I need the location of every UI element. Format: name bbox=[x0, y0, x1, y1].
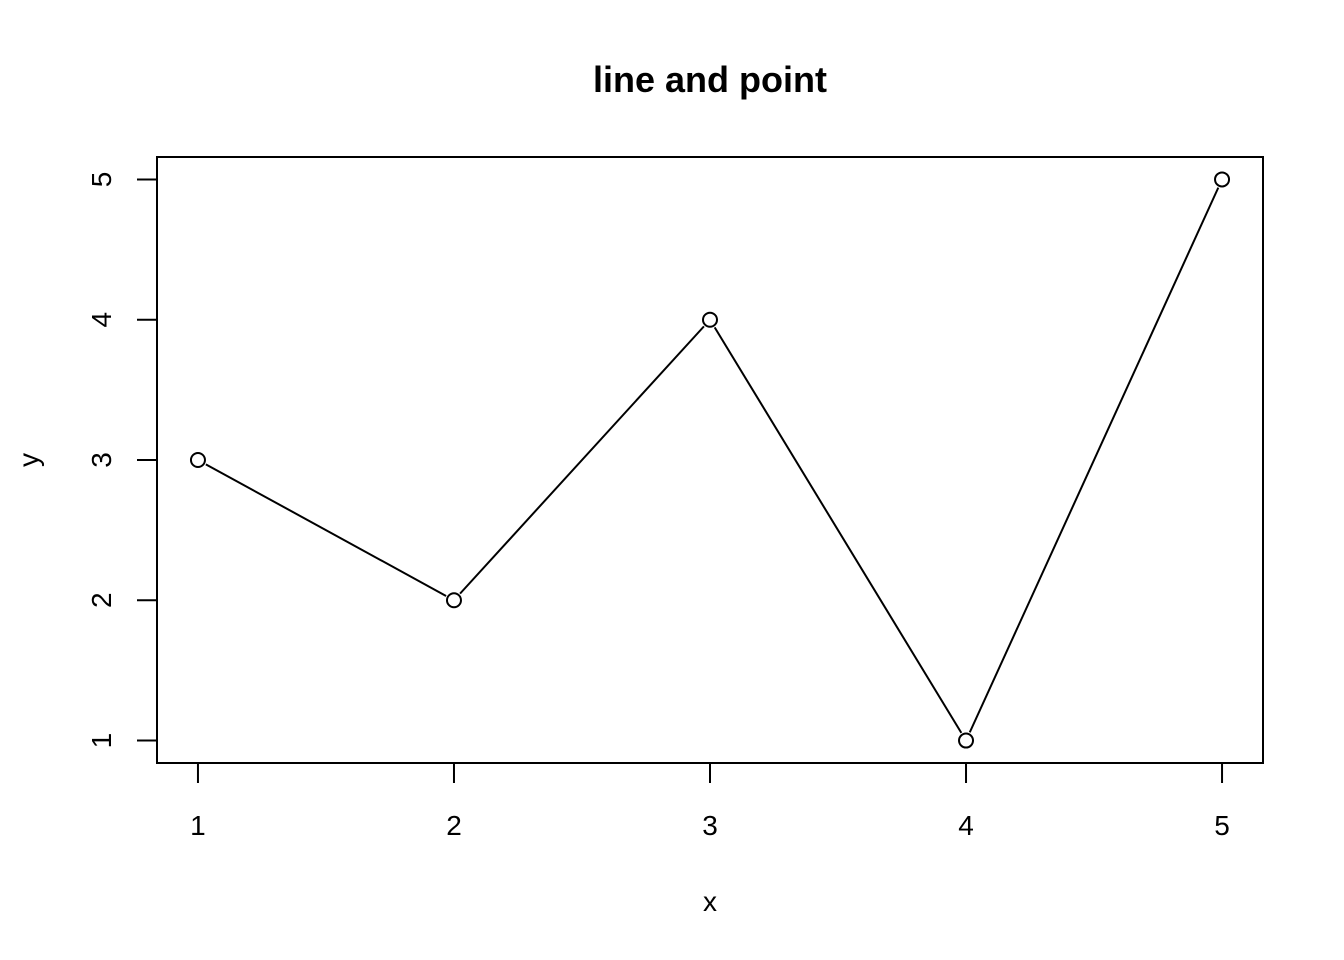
series-line-segment bbox=[205, 463, 447, 597]
y-axis-label: y bbox=[13, 453, 44, 467]
series-line-segment bbox=[713, 326, 963, 734]
data-point bbox=[958, 732, 975, 749]
x-tick-label: 3 bbox=[702, 810, 718, 841]
x-tick-label: 2 bbox=[446, 810, 462, 841]
x-tick-label: 5 bbox=[1214, 810, 1230, 841]
y-tick-label: 1 bbox=[86, 733, 117, 749]
plot-frame bbox=[156, 156, 1264, 764]
series-line-segment bbox=[459, 325, 705, 595]
series-line-segment bbox=[968, 187, 1220, 733]
x-axis: 1 2 3 4 5 bbox=[190, 762, 1230, 841]
x-axis-label: x bbox=[703, 886, 717, 917]
y-tick-label: 3 bbox=[86, 452, 117, 468]
data-point bbox=[702, 311, 718, 328]
chart-title: line and point bbox=[593, 59, 827, 100]
data-point bbox=[1214, 171, 1231, 188]
y-axis: 1 2 3 4 5 bbox=[86, 172, 158, 749]
series-layer bbox=[189, 171, 1231, 749]
y-tick-label: 4 bbox=[86, 312, 117, 328]
x-tick-label: 1 bbox=[190, 810, 206, 841]
y-tick-label: 2 bbox=[86, 592, 117, 608]
y-tick-label: 5 bbox=[86, 172, 117, 188]
x-tick-label: 4 bbox=[958, 810, 974, 841]
data-point bbox=[445, 592, 462, 609]
data-point bbox=[189, 452, 206, 468]
